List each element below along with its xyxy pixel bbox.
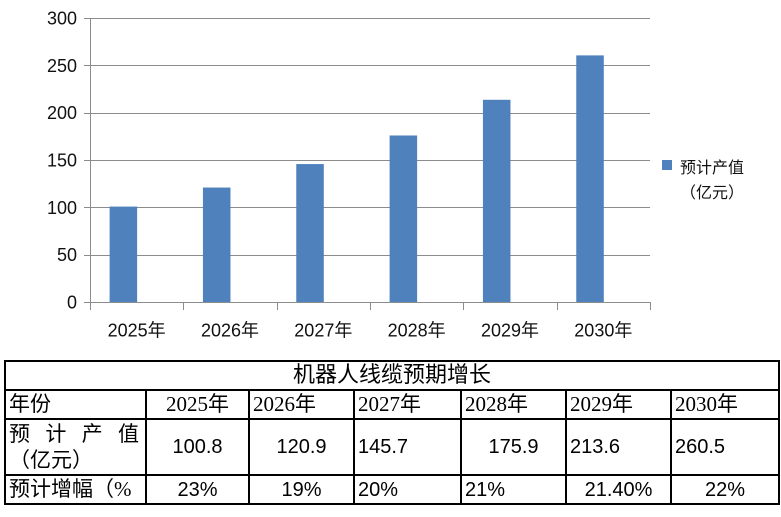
bar-2027 [296, 164, 324, 302]
bar-2029 [482, 99, 511, 303]
output-value-2025: 100.8 [145, 418, 250, 476]
x-tick-label: 2029年 [481, 321, 539, 341]
header-year-2029: 2029年 [565, 389, 672, 420]
y-tick-label: 200 [47, 103, 77, 123]
header-year-2025: 2025年 [145, 389, 250, 420]
header-year-2027: 2027年 [353, 389, 462, 420]
legend-swatch [662, 160, 672, 170]
legend-label-line: （亿元） [680, 184, 744, 202]
growth-value-2029: 21.40% [565, 474, 672, 505]
y-tick-label: 50 [57, 245, 77, 265]
output-label-line2: （亿元） [9, 448, 93, 472]
growth-value-2027: 20% [353, 474, 462, 505]
output-value-2028: 175.9 [460, 418, 567, 476]
table-header-row: 年份 2025年 2026年 2027年 2028年 2029年 2030年 [4, 389, 781, 420]
growth-value-2025: 23% [145, 474, 250, 505]
bar-2028 [389, 135, 418, 302]
y-tick-label: 0 [67, 293, 77, 313]
x-tick-label: 2026年 [201, 321, 259, 341]
table-title: 机器人线缆预期增长 [3, 360, 781, 391]
table-title-row: 机器人线缆预期增长 [3, 360, 781, 391]
output-value-2029: 213.6 [565, 418, 672, 476]
growth-value-2028: 21% [460, 474, 567, 505]
x-tick-label: 2030年 [574, 321, 632, 341]
output-label-line1: 预 计 产 值 [9, 422, 139, 446]
growth-row-label: 预计增幅（% [4, 474, 147, 505]
output-value-2027: 145.7 [353, 418, 462, 476]
output-value-2026: 120.9 [248, 418, 355, 476]
y-tick-label: 100 [47, 198, 77, 218]
y-tick-label: 300 [47, 9, 77, 29]
bar-2030 [576, 55, 604, 302]
x-tick-label: 2028年 [388, 321, 446, 341]
y-tick-label: 150 [47, 151, 77, 171]
output-row: 预 计 产 值 （亿元） 100.8 120.9 145.7 175.9 213… [4, 418, 781, 476]
output-value-2030: 260.5 [669, 418, 781, 476]
growth-row: 预计增幅（% 23% 19% 20% 21% 21.40% 22% [4, 474, 781, 505]
y-tick-label: 250 [47, 56, 77, 76]
legend-label: 预计产值 （亿元） [680, 159, 744, 202]
output-row-label: 预 计 产 值 （亿元） [4, 418, 147, 476]
header-year-2030: 2030年 [669, 389, 781, 420]
legend-label-line: 预计产值 [680, 159, 744, 177]
header-label: 年份 [4, 389, 147, 420]
growth-value-2030: 22% [669, 474, 781, 505]
growth-value-2026: 19% [248, 474, 355, 505]
bar-2025 [109, 206, 138, 302]
x-tick-label: 2025年 [108, 321, 166, 341]
header-year-2028: 2028年 [460, 389, 567, 420]
growth-table: 机器人线缆预期增长 年份 2025年 2026年 2027年 2028年 202… [3, 360, 781, 505]
bar-2026 [202, 187, 231, 302]
header-year-2026: 2026年 [248, 389, 355, 420]
x-tick-label: 2027年 [294, 321, 352, 341]
bar-chart: 0 50 100 150 200 250 300 2025年 2026年 2027年 2028年 20… [47, 9, 744, 341]
